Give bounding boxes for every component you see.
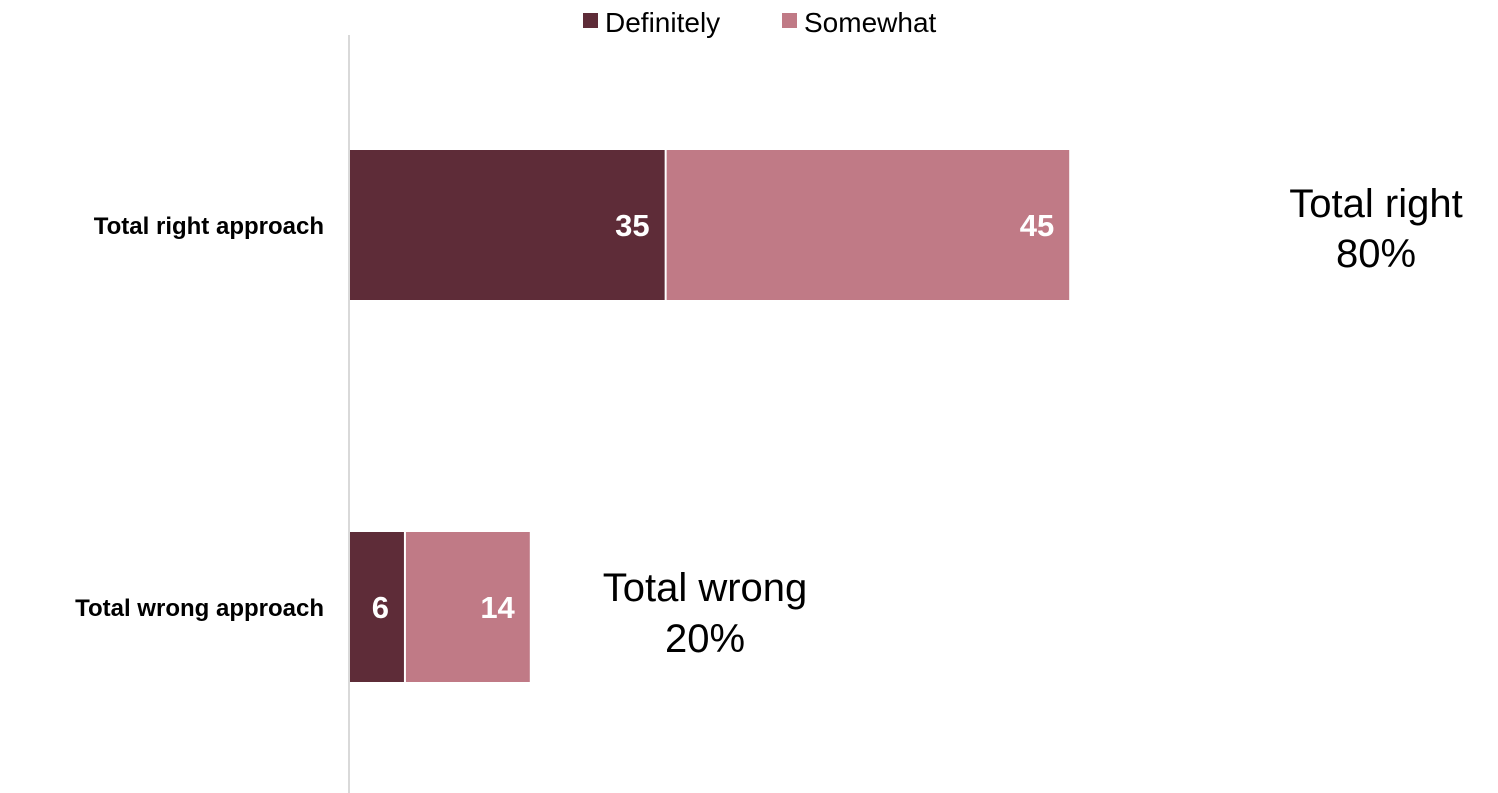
category-label-1: Total wrong approach bbox=[75, 595, 324, 622]
legend-label-somewhat: Somewhat bbox=[804, 7, 937, 38]
bar-somewhat-0 bbox=[666, 150, 1070, 300]
bars bbox=[350, 150, 1070, 682]
bar-value-labels: 35 45 6 14 bbox=[372, 208, 1055, 625]
total-annotation-line2-0: 80% bbox=[1336, 232, 1416, 276]
legend-swatch-definitely bbox=[583, 13, 598, 28]
bar-somewhat-1 bbox=[405, 532, 530, 682]
bar-value-label-somewhat-0: 45 bbox=[1020, 208, 1054, 243]
total-annotation-line1-0: Total right bbox=[1289, 182, 1462, 226]
bar-value-label-somewhat-1: 14 bbox=[480, 590, 515, 625]
total-annotation-line2-1: 20% bbox=[665, 617, 745, 661]
bar-definitely-0 bbox=[350, 150, 665, 300]
bar-definitely-1 bbox=[350, 532, 404, 682]
total-annotation-line1-1: Total wrong bbox=[603, 566, 808, 610]
category-label-0: Total right approach bbox=[94, 213, 324, 240]
total-annotations: Total right 80% Total wrong 20% bbox=[603, 182, 1463, 661]
legend: Definitely Somewhat bbox=[583, 7, 937, 38]
bar-value-label-definitely-0: 35 bbox=[615, 208, 649, 243]
bar-value-label-definitely-1: 6 bbox=[372, 590, 389, 625]
legend-swatch-somewhat bbox=[782, 13, 797, 28]
legend-label-definitely: Definitely bbox=[605, 7, 720, 38]
category-labels: Total right approach Total wrong approach bbox=[75, 213, 324, 622]
